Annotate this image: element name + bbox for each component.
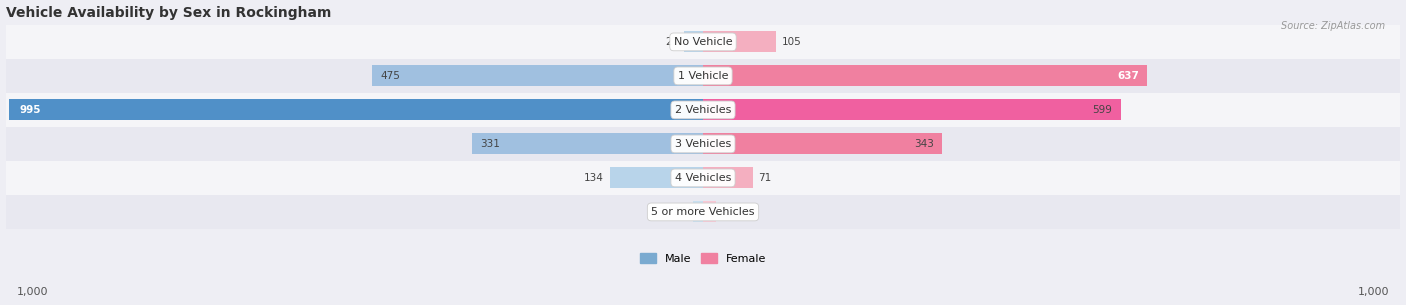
Bar	[703, 167, 752, 188]
Text: No Vehicle: No Vehicle	[673, 37, 733, 47]
Bar	[0, 25, 1406, 59]
Bar	[0, 127, 1406, 161]
Bar	[8, 99, 703, 120]
Bar	[0, 59, 1406, 93]
Text: 15: 15	[673, 207, 688, 217]
Bar	[685, 31, 703, 52]
Text: 3 Vehicles: 3 Vehicles	[675, 139, 731, 149]
Text: 5 or more Vehicles: 5 or more Vehicles	[651, 207, 755, 217]
Bar	[703, 99, 1121, 120]
Text: 1,000: 1,000	[17, 287, 48, 297]
Text: 105: 105	[782, 37, 801, 47]
Text: 331: 331	[481, 139, 501, 149]
Text: 475: 475	[380, 71, 399, 81]
Text: 2 Vehicles: 2 Vehicles	[675, 105, 731, 115]
Text: 19: 19	[721, 207, 735, 217]
Text: 71: 71	[758, 173, 772, 183]
Text: 637: 637	[1116, 71, 1139, 81]
Bar	[0, 93, 1406, 127]
Bar	[703, 201, 716, 222]
Bar	[693, 201, 703, 222]
Bar	[703, 65, 1147, 86]
Bar	[371, 65, 703, 86]
Text: 995: 995	[20, 105, 41, 115]
Text: 27: 27	[665, 37, 679, 47]
Text: 4 Vehicles: 4 Vehicles	[675, 173, 731, 183]
Bar	[610, 167, 703, 188]
Text: Vehicle Availability by Sex in Rockingham: Vehicle Availability by Sex in Rockingha…	[6, 5, 330, 20]
Bar	[703, 31, 776, 52]
Text: 1 Vehicle: 1 Vehicle	[678, 71, 728, 81]
Text: 343: 343	[914, 139, 934, 149]
Bar	[0, 195, 1406, 229]
Bar	[703, 133, 942, 154]
Text: Source: ZipAtlas.com: Source: ZipAtlas.com	[1281, 21, 1385, 31]
Bar	[472, 133, 703, 154]
Text: 134: 134	[583, 173, 605, 183]
Bar	[0, 161, 1406, 195]
Text: 599: 599	[1092, 105, 1112, 115]
Text: 1,000: 1,000	[1358, 287, 1389, 297]
Legend: Male, Female: Male, Female	[636, 249, 770, 268]
